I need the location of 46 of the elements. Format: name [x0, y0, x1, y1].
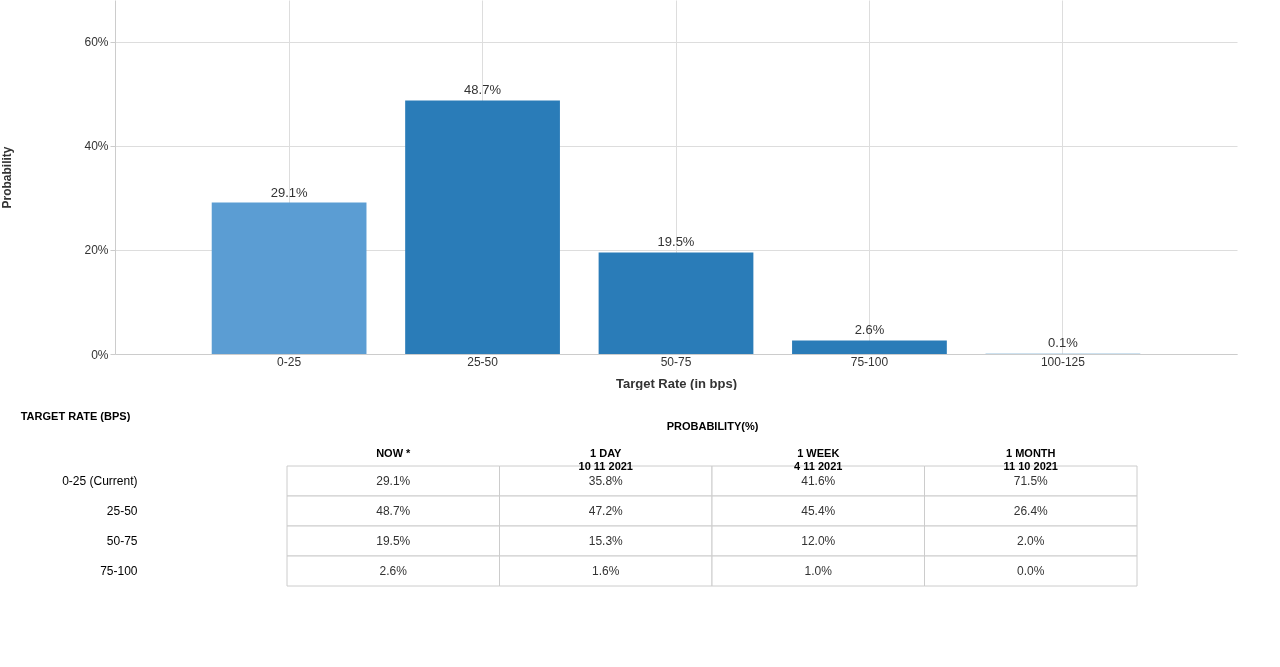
bar — [598, 252, 754, 354]
x-tick-label: 1 DAY 10 11 2021 — [578, 446, 633, 472]
x-tick-label: 50-75 — [660, 354, 692, 369]
x-tick-label: 75-100 — [850, 354, 889, 369]
y-tick-label: 40% — [84, 139, 109, 154]
x-axis-title: PROBABILITY(%) — [666, 419, 759, 432]
data-label: 45.4% — [801, 504, 836, 518]
y-tick-label: 60% — [84, 35, 109, 50]
x-tick-label: NOW * — [376, 446, 412, 459]
data-label: 29.1% — [270, 184, 308, 200]
data-label: 41.6% — [801, 474, 836, 488]
y-tick-label: 75-100 — [100, 564, 138, 578]
y-axis-title: TARGET RATE (BPS) — [20, 409, 131, 422]
data-label: 26.4% — [1013, 504, 1049, 518]
data-label: 48.7% — [376, 504, 411, 518]
x-tick-label: 1 MONTH 11 10 2021 — [1003, 446, 1058, 472]
data-label: 12.0% — [801, 534, 836, 548]
data-label: 19.5% — [657, 234, 695, 250]
y-tick-label: 20% — [84, 243, 109, 258]
data-label: 1.6% — [592, 564, 620, 578]
y-tick-label: 0-25 (Current) — [62, 474, 138, 488]
data-label: 15.3% — [588, 534, 624, 548]
data-label: 1.0% — [804, 564, 833, 578]
data-label: 0.0% — [1017, 564, 1045, 578]
bar — [405, 100, 560, 354]
x-axis-title: Target Rate (in bps) — [615, 375, 738, 391]
y-tick-label: 25-50 — [106, 504, 138, 518]
y-axis-title: Probability — [0, 146, 14, 209]
data-label: 48.7% — [464, 82, 502, 98]
bar — [211, 202, 367, 354]
data-label: 0.1% — [1048, 335, 1079, 351]
bar — [792, 340, 947, 354]
y-tick-label: 0% — [91, 347, 109, 362]
data-label: 29.1% — [376, 474, 411, 488]
data-label: 2.6% — [379, 564, 408, 578]
x-tick-label: 0-25 — [277, 354, 302, 369]
data-label: 2.6% — [854, 322, 885, 338]
x-tick-label: 25-50 — [467, 354, 499, 369]
data-label: 19.5% — [376, 534, 411, 548]
data-label: 71.5% — [1013, 474, 1049, 488]
data-label: 35.8% — [588, 474, 624, 488]
data-label: 2.0% — [1017, 534, 1045, 548]
data-label: 47.2% — [588, 504, 624, 518]
x-tick-label: 100-125 — [1040, 354, 1086, 369]
x-tick-label: 1 WEEK 4 11 2021 — [794, 446, 843, 472]
y-tick-label: 50-75 — [106, 534, 138, 548]
